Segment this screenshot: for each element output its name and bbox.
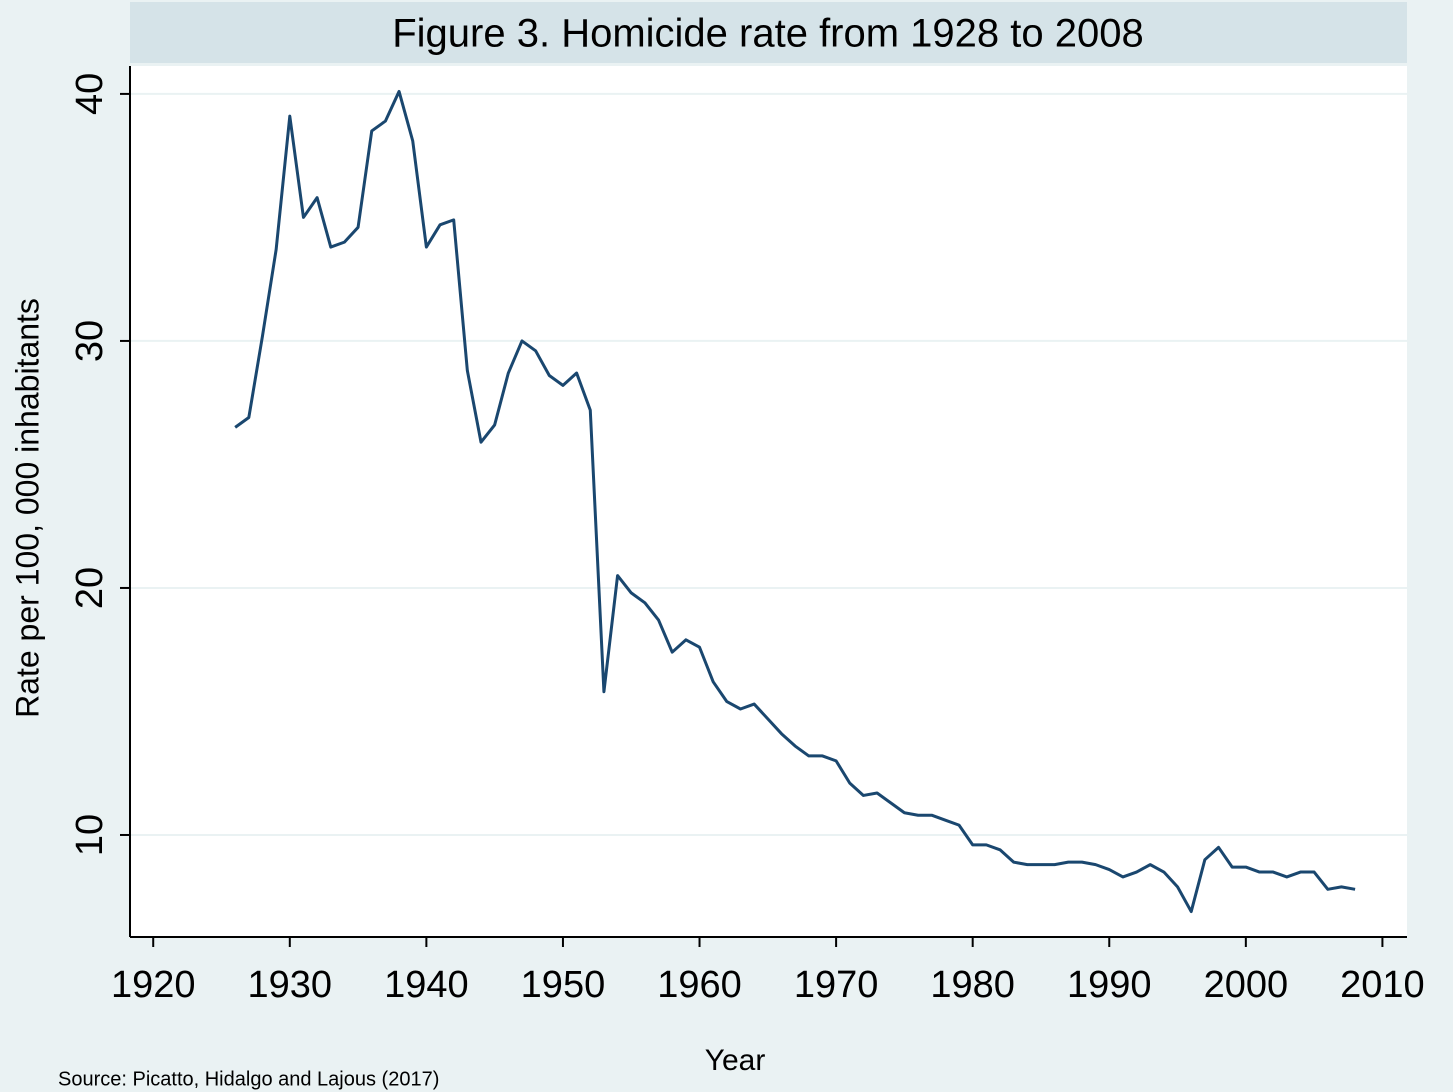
plot-area [130,66,1407,937]
y-tick-label: 30 [69,320,111,362]
y-tick-label: 20 [69,567,111,609]
source-note: Source: Picatto, Hidalgo and Lajous (201… [58,1068,439,1090]
x-tick-label: 1930 [248,964,333,1006]
x-tick-label: 1970 [794,964,879,1006]
y-tick-label: 40 [69,73,111,115]
x-tick-label: 1990 [1067,964,1152,1006]
x-tick-label: 2010 [1340,964,1425,1006]
x-tick-label: 1980 [930,964,1015,1006]
x-tick-label: 1950 [521,964,606,1006]
title-band [130,2,1407,63]
chart-title: Figure 3. Homicide rate from 1928 to 200… [392,12,1144,56]
x-tick-label: 1960 [657,964,742,1006]
x-tick-label: 1940 [384,964,469,1006]
x-axis-title: Year [705,1044,766,1077]
x-tick-label: 1920 [111,964,196,1006]
y-tick-label: 10 [69,814,111,856]
x-tick-label: 2000 [1204,964,1289,1006]
y-axis-title: Rate per 100, 000 inhabitants [9,298,45,718]
data-line [234,89,1356,914]
